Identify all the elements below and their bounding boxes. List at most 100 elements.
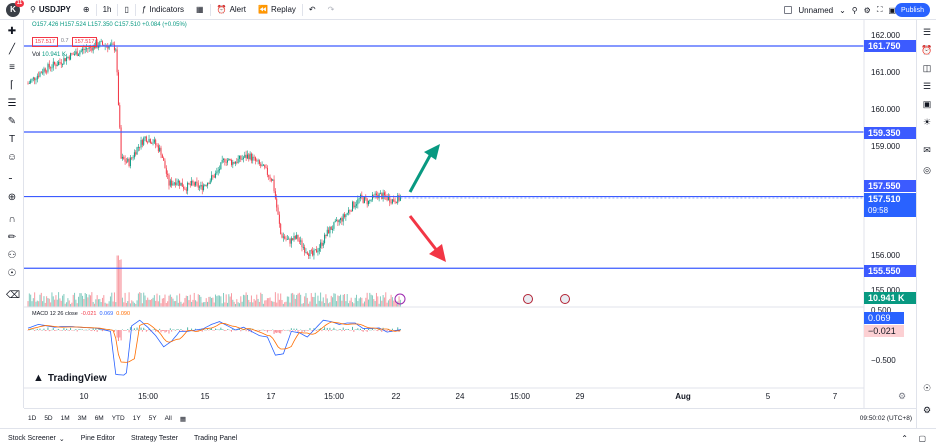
candle-body — [354, 205, 356, 208]
target-icon[interactable]: ☉ — [922, 383, 932, 393]
lock-drawing-icon[interactable]: ✏ — [7, 232, 17, 243]
undo-button[interactable]: ↶ — [303, 0, 322, 20]
volume-bar — [294, 298, 296, 307]
settings-gear-icon[interactable]: ⚙ — [863, 5, 871, 15]
replay-button[interactable]: ⏪ Replay — [252, 0, 302, 20]
volume-bar — [92, 301, 94, 307]
macd-histogram-bar — [161, 330, 163, 332]
level-tag[interactable]: 157.550 — [864, 180, 916, 192]
text-icon[interactable]: T — [8, 134, 16, 145]
pattern-icon[interactable]: ⌈ — [10, 80, 14, 91]
indicators-button[interactable]: ƒ Indicators — [136, 0, 190, 20]
compare-button[interactable]: ⊕ — [77, 0, 96, 20]
macd-histogram-bar — [153, 329, 155, 330]
range-3m[interactable]: 3M — [77, 415, 87, 422]
event-icon[interactable] — [394, 293, 406, 305]
buy-button[interactable]: 157.517 — [71, 37, 98, 47]
tab-strategy-tester[interactable]: Strategy Tester — [130, 435, 178, 442]
horizontal-lines-icon[interactable]: ≡ — [9, 62, 15, 73]
volume-bar — [302, 303, 304, 307]
camera-icon[interactable]: ▣ — [888, 5, 896, 15]
publish-button[interactable]: Publish — [895, 3, 930, 17]
level-tag[interactable]: 161.750 — [864, 40, 916, 52]
layout-checkbox[interactable] — [784, 6, 793, 14]
volume-bar — [60, 300, 62, 307]
range-1d[interactable]: 1D — [28, 415, 37, 422]
tab-stock-screener[interactable]: Stock Screener ⌄ — [0, 435, 73, 443]
range-all[interactable]: All — [164, 415, 172, 422]
ideas-bulb-icon[interactable]: ☀ — [922, 117, 932, 127]
macd-histogram-bar — [27, 330, 29, 331]
range-6m[interactable]: 6M — [94, 415, 104, 422]
clock-label[interactable]: 09:50:02 (UTC+8) — [859, 415, 912, 422]
range-ytd[interactable]: YTD — [111, 415, 125, 422]
level-tag[interactable]: 155.550 — [864, 265, 916, 277]
symbol-search-button[interactable]: ⚲ USDJPY — [24, 0, 77, 20]
fib-icon[interactable]: ☰ — [7, 98, 17, 109]
axis-settings-gear-icon[interactable]: ⚙ — [898, 391, 907, 401]
volume-bar — [147, 297, 149, 307]
avatar[interactable]: K 11 — [6, 0, 24, 17]
brush-icon[interactable]: ✎ — [7, 116, 17, 127]
us-flag-event-icon[interactable] — [523, 294, 533, 304]
magnet-icon[interactable]: ∩ — [8, 214, 16, 225]
sell-button[interactable]: 157.517 — [32, 37, 58, 47]
macd-histogram-bar — [165, 330, 167, 332]
macd-histogram-bar — [56, 329, 58, 331]
alerts-clock-icon[interactable]: ⏰ — [921, 45, 933, 55]
volume-bar — [204, 302, 206, 307]
layers-icon[interactable]: ☰ — [922, 81, 932, 91]
alert-button[interactable]: ⏰ Alert — [211, 0, 252, 20]
macd-histogram-bar — [228, 329, 230, 331]
templates-button[interactable]: ▦ — [190, 0, 210, 20]
maximize-panel-icon[interactable]: ▢ — [918, 434, 926, 443]
range-1y[interactable]: 1Y — [132, 415, 141, 422]
timeframe-button[interactable]: 1h — [97, 0, 118, 20]
up-arrow[interactable] — [408, 144, 440, 193]
watchlist-icon[interactable]: ☰ — [922, 27, 932, 37]
tab-trading-panel[interactable]: Trading Panel — [193, 435, 238, 442]
calendar-icon[interactable]: ▣ — [922, 99, 932, 109]
range-5d[interactable]: 5D — [44, 415, 53, 422]
us-flag-event-icon[interactable] — [560, 294, 570, 304]
emoji-icon[interactable]: ☺ — [6, 152, 18, 163]
chevron-down-icon[interactable]: ⌄ — [839, 5, 846, 15]
price-chart[interactable] — [24, 20, 916, 408]
candle-body — [208, 182, 210, 184]
range-1m[interactable]: 1M — [60, 415, 70, 422]
ruler-icon[interactable]: ╴ — [8, 174, 16, 185]
chart-type-button[interactable]: ▯ — [118, 0, 134, 20]
redo-button[interactable]: ↷ — [322, 0, 341, 20]
settings-icon[interactable]: ⚙ — [922, 405, 932, 415]
volume-bar — [379, 296, 381, 307]
data-window-icon[interactable]: ◫ — [922, 63, 932, 73]
help-icon[interactable]: ◎ — [923, 165, 931, 175]
eye-icon[interactable]: ☉ — [7, 268, 17, 279]
volume-legend-label: Vol — [32, 52, 41, 58]
trash-icon[interactable]: ⌫ — [6, 290, 21, 301]
macd-histogram-bar — [337, 330, 339, 331]
macd-histogram-bar — [328, 330, 330, 332]
layout-name[interactable]: Unnamed — [798, 5, 834, 15]
candle-body — [39, 72, 41, 77]
volume-bar — [248, 299, 250, 307]
date-range-icon[interactable]: ▦ — [179, 415, 187, 423]
zoom-in-icon[interactable]: ⊕ — [7, 192, 17, 203]
current-price-tag[interactable]: 157.510 09:58 — [864, 193, 916, 217]
collapse-panel-icon[interactable]: ⌃ — [901, 434, 908, 443]
trend-line-icon[interactable]: ╱ — [8, 44, 16, 55]
chat-icon[interactable]: ✉ — [923, 145, 931, 155]
fullscreen-icon[interactable]: ⛶ — [876, 5, 883, 14]
crosshair-icon[interactable]: ✚ — [7, 26, 17, 37]
down-arrow[interactable] — [408, 215, 446, 262]
macd-histogram-bar — [32, 329, 34, 331]
tab-pine-editor[interactable]: Pine Editor — [80, 435, 115, 442]
range-5y[interactable]: 5Y — [148, 415, 157, 422]
level-tag[interactable]: 159.350 — [864, 127, 916, 139]
lock-icon[interactable]: ⚇ — [7, 250, 17, 261]
quick-search-icon[interactable]: ⚲ — [851, 5, 858, 15]
macd-histogram-bar — [302, 329, 304, 331]
macd-histogram-bar — [367, 328, 369, 330]
candle-body — [248, 154, 250, 160]
horizontal-levels[interactable] — [24, 45, 864, 269]
